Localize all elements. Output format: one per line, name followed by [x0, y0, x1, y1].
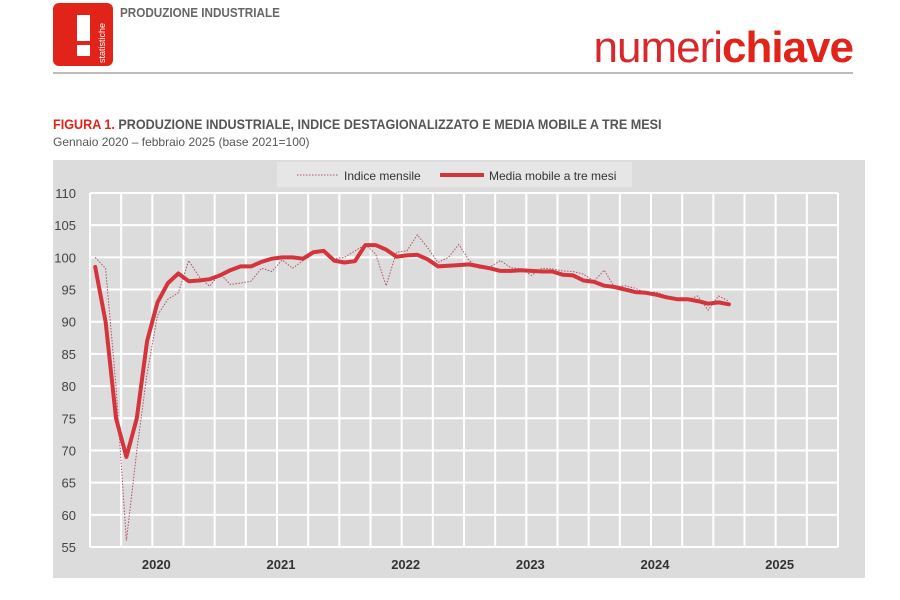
y-tick-label: 100: [54, 250, 76, 265]
brand-logo: numerichiave: [593, 23, 854, 72]
y-tick-label: 90: [62, 315, 76, 330]
series-line-indice-mensile: [94, 233, 730, 541]
figure-title: FIGURA 1. PRODUZIONE INDUSTRIALE, INDICE…: [53, 116, 662, 132]
brand-thin: numeri: [593, 23, 723, 72]
y-tick-label: 85: [62, 347, 76, 362]
x-year-label: 2025: [765, 557, 794, 572]
y-tick-label: 55: [62, 540, 76, 555]
x-year-label: 2022: [391, 557, 420, 572]
x-year-label: 2021: [267, 557, 296, 572]
grid: [89, 192, 839, 548]
series-line-media-mobile: [93, 243, 731, 459]
x-year-label: 2024: [641, 557, 671, 572]
figure-label: FIGURA 1.: [53, 116, 115, 132]
header-divider: [53, 72, 853, 74]
y-tick-label: 65: [62, 476, 76, 491]
legend-label-moving-average: Media mobile a tre mesi: [489, 169, 616, 183]
y-tick-label: 80: [62, 379, 76, 394]
logo-exclamation-bar: [77, 15, 90, 41]
y-tick-label: 60: [62, 508, 76, 523]
figure-subtitle: Gennaio 2020 – febbraio 2025 (base 2021=…: [53, 135, 310, 149]
y-tick-label: 75: [62, 411, 76, 426]
logo-exclamation-dot: [77, 45, 90, 56]
series-lines: [93, 233, 731, 541]
istat-logo: statistiche: [53, 3, 113, 66]
x-year-label: 2023: [516, 557, 545, 572]
x-year-label: 2020: [142, 557, 171, 572]
chart-background: [53, 160, 865, 578]
y-tick-label: 70: [62, 443, 76, 458]
x-axis-year-labels: 2020 2021 2022 2023 2024 2025: [142, 557, 794, 572]
figure-title-text: PRODUZIONE INDUSTRIALE, INDICE DESTAGION…: [118, 116, 662, 132]
brand-bold: chiave: [722, 23, 854, 72]
y-axis-ticks: 110 105 100 95 90 85 80 75 70 65 60 55: [54, 186, 76, 555]
legend-label-monthly: Indice mensile: [344, 169, 421, 183]
section-title: PRODUZIONE INDUSTRIALE: [120, 5, 280, 20]
y-tick-label: 110: [55, 186, 76, 201]
legend: Indice mensile Media mobile a tre mesi: [297, 169, 616, 183]
y-tick-label: 105: [54, 218, 76, 233]
y-tick-label: 95: [62, 283, 76, 298]
